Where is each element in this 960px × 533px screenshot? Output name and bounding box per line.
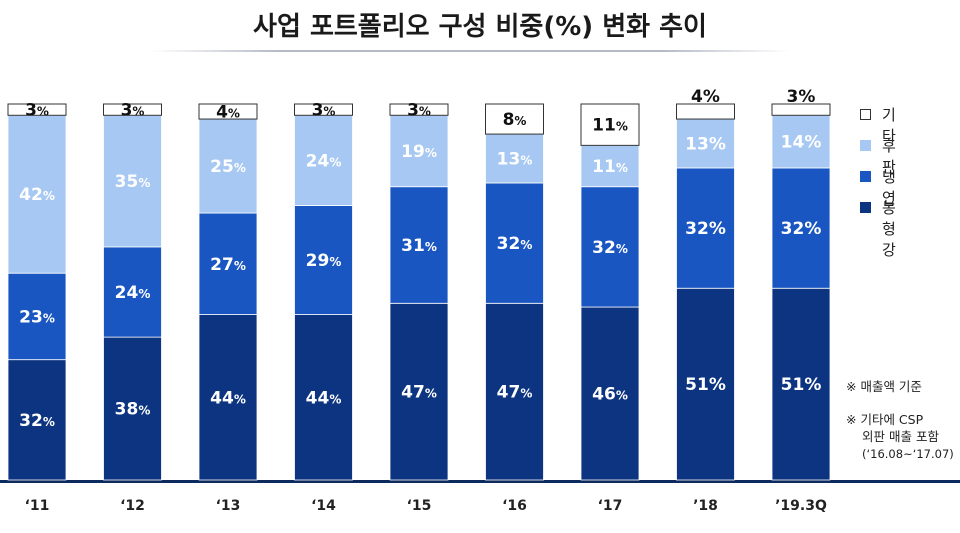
data-label-봉형강-4: 47%: [401, 383, 437, 403]
data-label-냉연-1: 24%: [115, 283, 151, 303]
note-other-csp-line2: 외판 매출 포함: [862, 429, 939, 444]
bar-segment-냉연-6: [580, 186, 640, 308]
bar-segment-봉형강-7: [676, 287, 735, 481]
legend-label-plate: 후판: [882, 137, 896, 176]
data-label-기타-5: 8%: [503, 110, 527, 130]
title-underline: [150, 50, 790, 52]
data-label-봉형강-8: 51%: [781, 375, 822, 395]
note-sales-basis: ※ 매출액 기준: [846, 379, 922, 394]
legend-swatch-other: [860, 109, 871, 120]
data-label-후판-7: 13%: [685, 134, 726, 154]
data-label-기타-3: 3%: [312, 101, 336, 121]
data-label-기타-7: 4%: [691, 87, 720, 107]
legend-swatch-cold-rolled: [860, 171, 871, 182]
bar-segment-기타-3: [294, 103, 353, 116]
bar-segment-기타-4: [389, 103, 449, 116]
x-tick-label-2: ‘13: [216, 498, 241, 514]
data-label-후판-1: 35%: [115, 172, 151, 192]
legend-label-section-steel: 봉형강: [882, 199, 896, 259]
x-tick-label-7: ’18: [693, 498, 718, 514]
bar-segment-냉연-1: [103, 246, 162, 338]
data-label-봉형강-5: 47%: [497, 383, 533, 403]
bar-segment-후판-0: [7, 114, 67, 274]
bar-segment-후판-6: [580, 144, 640, 188]
data-label-기타-4: 3%: [407, 101, 431, 121]
legend-swatch-plate: [860, 140, 871, 151]
bar-segment-후판-4: [389, 114, 449, 188]
data-label-기타-1: 3%: [121, 101, 145, 121]
data-label-봉형강-7: 51%: [685, 375, 726, 395]
data-label-기타-6: 11%: [592, 116, 628, 136]
bar-segment-봉형강-8: [771, 287, 831, 481]
bar-segment-기타-2: [198, 103, 258, 120]
data-label-냉연-3: 29%: [306, 251, 342, 271]
bar-segment-기타-5: [485, 103, 544, 135]
bar-segment-냉연-2: [198, 212, 258, 315]
bar-segment-냉연-5: [485, 182, 544, 304]
note-other-csp-line3: (‘16.08~‘17.07): [862, 447, 954, 461]
data-label-냉연-5: 32%: [497, 234, 533, 254]
data-label-후판-0: 42%: [19, 185, 55, 205]
data-label-냉연-0: 23%: [19, 307, 55, 327]
bar-segment-기타-8: [771, 103, 831, 116]
bar-segment-냉연-0: [7, 272, 67, 361]
data-label-냉연-4: 31%: [401, 236, 437, 256]
bar-segment-기타-6: [580, 103, 640, 146]
x-tick-label-5: ‘16: [502, 498, 527, 514]
data-label-봉형강-2: 44%: [210, 388, 246, 408]
chart-title: 사업 포트폴리오 구성 비중(%) 변화 추이: [253, 12, 707, 42]
bar-segment-기타-0: [7, 103, 67, 116]
bar-segment-봉형강-2: [198, 314, 258, 481]
data-label-봉형강-0: 32%: [19, 411, 55, 431]
legend-swatch-section-steel: [860, 202, 871, 213]
bar-segment-봉형강-3: [294, 314, 353, 481]
legend-label-cold-rolled: 냉연: [882, 168, 896, 207]
bar-segment-냉연-3: [294, 205, 353, 315]
x-tick-label-8: ’19.3Q: [775, 498, 827, 514]
data-label-후판-4: 19%: [401, 142, 437, 162]
data-label-후판-6: 11%: [592, 157, 628, 177]
data-label-기타-8: 3%: [787, 87, 816, 107]
data-label-봉형강-3: 44%: [306, 388, 342, 408]
data-label-기타-0: 3%: [25, 101, 49, 121]
bar-segment-봉형강-0: [7, 359, 67, 481]
data-label-냉연-6: 32%: [592, 238, 628, 258]
bar-segment-후판-1: [103, 114, 162, 248]
bar-segment-후판-7: [676, 118, 735, 169]
data-label-냉연-2: 27%: [210, 255, 246, 275]
bar-segment-기타-7: [676, 103, 735, 120]
bar-segment-기타-1: [103, 103, 162, 116]
x-tick-label-3: ‘14: [311, 498, 336, 514]
data-label-후판-3: 24%: [306, 151, 342, 171]
data-label-후판-5: 13%: [497, 150, 533, 170]
x-tick-label-0: ‘11: [25, 498, 50, 514]
data-label-봉형강-1: 38%: [115, 400, 151, 420]
data-label-냉연-8: 32%: [781, 219, 822, 239]
bar-segment-냉연-4: [389, 186, 449, 304]
data-label-기타-2: 4%: [216, 103, 240, 123]
bar-segment-후판-8: [771, 114, 831, 169]
x-tick-label-1: ‘12: [120, 498, 145, 514]
x-tick-label-6: ‘17: [598, 498, 623, 514]
note-other-csp-line1: ※ 기타에 CSP: [846, 412, 924, 427]
data-label-냉연-7: 32%: [685, 219, 726, 239]
bar-segment-봉형강-6: [580, 306, 640, 481]
bar-segment-후판-5: [485, 133, 544, 184]
bar-segment-냉연-7: [676, 167, 735, 289]
data-label-봉형강-6: 46%: [592, 385, 628, 405]
x-tick-label-4: ‘15: [407, 498, 432, 514]
bar-segment-봉형강-1: [103, 336, 162, 481]
bar-segment-봉형강-5: [485, 302, 544, 481]
bar-segment-후판-3: [294, 114, 353, 206]
data-label-후판-8: 14%: [781, 133, 822, 153]
legend-label-other: 기타: [882, 106, 896, 145]
bar-segment-봉형강-4: [389, 302, 449, 481]
data-label-후판-2: 25%: [210, 157, 246, 177]
